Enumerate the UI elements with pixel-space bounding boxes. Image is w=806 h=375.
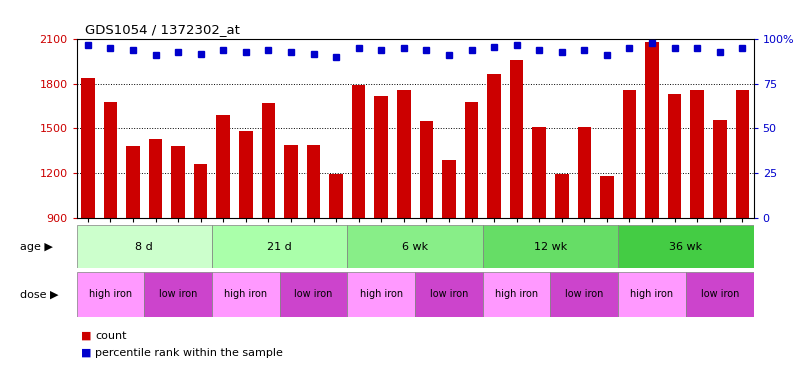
- Bar: [285, 145, 297, 218]
- Bar: [280, 272, 347, 317]
- Bar: [442, 160, 455, 218]
- Text: low iron: low iron: [430, 290, 468, 299]
- Bar: [618, 272, 686, 317]
- Bar: [212, 225, 347, 268]
- Bar: [415, 272, 483, 317]
- Bar: [736, 90, 749, 218]
- Text: 21 d: 21 d: [268, 242, 292, 252]
- Bar: [488, 74, 501, 217]
- Text: age ▶: age ▶: [20, 242, 53, 252]
- Text: high iron: high iron: [495, 290, 538, 299]
- Text: high iron: high iron: [224, 290, 268, 299]
- Text: low iron: low iron: [700, 290, 739, 299]
- Bar: [420, 121, 433, 218]
- Bar: [668, 94, 681, 218]
- Text: ■: ■: [81, 348, 91, 357]
- Bar: [578, 127, 591, 218]
- Bar: [330, 174, 343, 217]
- Bar: [81, 78, 94, 218]
- Text: ■: ■: [81, 331, 91, 340]
- Bar: [483, 225, 618, 268]
- Text: 36 wk: 36 wk: [669, 242, 703, 252]
- Bar: [397, 90, 410, 218]
- Text: GDS1054 / 1372302_at: GDS1054 / 1372302_at: [85, 22, 239, 36]
- Bar: [239, 131, 252, 218]
- Text: low iron: low iron: [159, 290, 197, 299]
- Bar: [144, 272, 212, 317]
- Text: count: count: [95, 331, 127, 340]
- Bar: [375, 96, 388, 218]
- Bar: [217, 115, 230, 218]
- Text: 6 wk: 6 wk: [402, 242, 428, 252]
- Bar: [550, 272, 618, 317]
- Bar: [510, 60, 523, 217]
- Bar: [686, 272, 754, 317]
- Text: 8 d: 8 d: [135, 242, 153, 252]
- Text: high iron: high iron: [89, 290, 132, 299]
- Bar: [533, 127, 546, 218]
- Bar: [149, 139, 162, 218]
- Text: percentile rank within the sample: percentile rank within the sample: [95, 348, 283, 357]
- Bar: [713, 120, 726, 218]
- Text: low iron: low iron: [294, 290, 333, 299]
- Text: dose ▶: dose ▶: [20, 290, 59, 299]
- Bar: [77, 272, 144, 317]
- Text: high iron: high iron: [630, 290, 674, 299]
- Text: 12 wk: 12 wk: [534, 242, 567, 252]
- Text: low iron: low iron: [565, 290, 604, 299]
- Bar: [172, 146, 185, 218]
- Bar: [352, 86, 365, 218]
- Bar: [646, 42, 659, 218]
- Bar: [555, 174, 568, 217]
- Bar: [465, 102, 478, 217]
- Text: high iron: high iron: [359, 290, 403, 299]
- Bar: [212, 272, 280, 317]
- Bar: [77, 225, 212, 268]
- Bar: [618, 225, 754, 268]
- Bar: [623, 90, 636, 218]
- Bar: [691, 90, 704, 218]
- Bar: [483, 272, 550, 317]
- Bar: [307, 145, 320, 218]
- Bar: [104, 102, 117, 217]
- Bar: [347, 225, 483, 268]
- Bar: [600, 176, 613, 218]
- Bar: [347, 272, 415, 317]
- Bar: [262, 103, 275, 218]
- Bar: [194, 164, 207, 218]
- Bar: [127, 146, 139, 218]
